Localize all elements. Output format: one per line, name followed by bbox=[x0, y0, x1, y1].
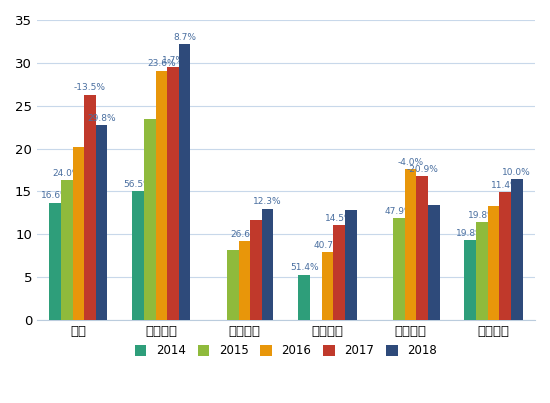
Bar bbox=[511, 179, 522, 320]
Text: 40.7%: 40.7% bbox=[313, 241, 342, 250]
Bar bbox=[144, 118, 156, 320]
Bar bbox=[405, 169, 416, 320]
Text: 19.8%: 19.8% bbox=[468, 211, 496, 220]
Text: -20.9%: -20.9% bbox=[406, 165, 438, 174]
Bar bbox=[393, 218, 405, 320]
Bar bbox=[179, 44, 190, 320]
Bar bbox=[250, 220, 262, 320]
Text: 26.6%: 26.6% bbox=[230, 230, 258, 239]
Text: 14.5%: 14.5% bbox=[324, 214, 354, 223]
Text: 1.7%: 1.7% bbox=[162, 56, 184, 65]
Text: 24.0%: 24.0% bbox=[52, 169, 81, 178]
Text: 19.8%: 19.8% bbox=[456, 229, 485, 238]
Text: 29.8%: 29.8% bbox=[87, 114, 116, 123]
Bar bbox=[499, 192, 511, 320]
Bar bbox=[96, 125, 107, 320]
Bar bbox=[299, 274, 310, 320]
Text: 16.6%: 16.6% bbox=[41, 191, 69, 200]
Bar bbox=[133, 191, 144, 320]
Text: 12.3%: 12.3% bbox=[254, 197, 282, 206]
Text: 47.9%: 47.9% bbox=[384, 207, 413, 216]
Bar bbox=[333, 225, 345, 320]
Text: 51.4%: 51.4% bbox=[290, 264, 318, 272]
Bar bbox=[73, 147, 84, 320]
Bar bbox=[227, 250, 239, 320]
Bar bbox=[84, 95, 96, 320]
Bar bbox=[345, 210, 356, 320]
Bar bbox=[239, 241, 250, 320]
Bar bbox=[428, 205, 439, 320]
Bar bbox=[464, 240, 476, 320]
Bar bbox=[61, 180, 73, 320]
Bar bbox=[156, 71, 167, 320]
Text: 8.7%: 8.7% bbox=[173, 33, 196, 42]
Bar bbox=[416, 176, 428, 320]
Text: 56.5%: 56.5% bbox=[124, 180, 152, 189]
Bar bbox=[322, 252, 333, 320]
Legend: 2014, 2015, 2016, 2017, 2018: 2014, 2015, 2016, 2017, 2018 bbox=[130, 340, 442, 362]
Text: 23.6%: 23.6% bbox=[147, 59, 175, 69]
Text: -4.0%: -4.0% bbox=[398, 158, 424, 167]
Text: 11.4%: 11.4% bbox=[491, 181, 519, 190]
Bar bbox=[262, 209, 273, 320]
Bar bbox=[167, 67, 179, 320]
Text: -13.5%: -13.5% bbox=[74, 83, 106, 92]
Text: 10.0%: 10.0% bbox=[502, 168, 531, 177]
Bar bbox=[488, 206, 499, 320]
Bar bbox=[476, 222, 488, 320]
Bar bbox=[50, 203, 61, 320]
